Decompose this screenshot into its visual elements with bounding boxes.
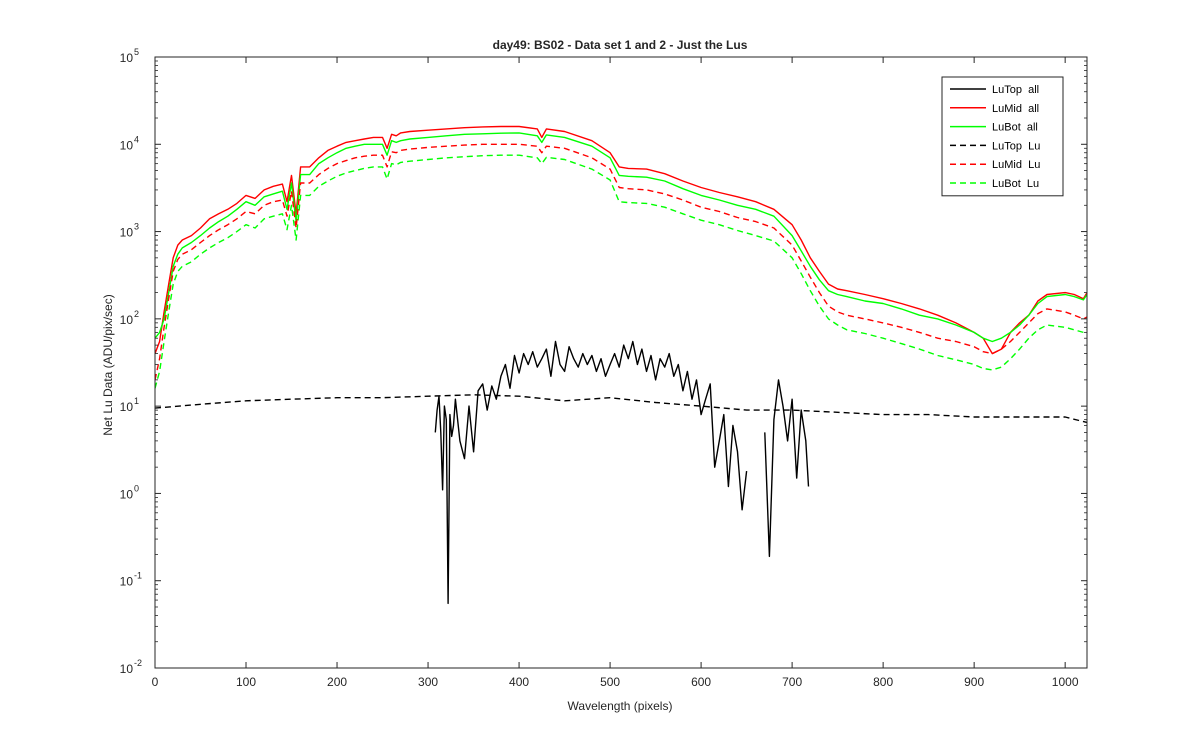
series-line-1	[434, 340, 810, 605]
x-tick-label: 300	[418, 675, 438, 689]
y-tick-label-base: 10	[120, 487, 134, 501]
y-tick-label-exponent: -2	[134, 658, 142, 668]
y-tick-label-exponent: 1	[134, 396, 139, 406]
y-tick-label-base: 10	[120, 662, 134, 676]
y-tick-label-exponent: -1	[134, 571, 142, 581]
legend-label: LuBot all	[992, 122, 1038, 134]
x-tick-label: 0	[152, 675, 159, 689]
legend-label: LuMid all	[992, 103, 1039, 115]
x-tick-label: 200	[327, 675, 347, 689]
y-tick-label-exponent: 4	[134, 134, 139, 144]
y-tick-label-exponent: 5	[134, 47, 139, 57]
plot-background	[155, 57, 1087, 668]
legend: LuTop all LuMid all LuBot all LuTop Lu LuMid…	[941, 76, 1064, 197]
legend-label: LuTop all	[992, 84, 1039, 96]
y-tick-label-base: 10	[120, 575, 134, 589]
y-tick-label-exponent: 2	[134, 309, 139, 319]
y-tick-label-base: 10	[120, 400, 134, 414]
x-tick-label: 500	[600, 675, 620, 689]
axes-box	[154, 56, 1088, 669]
x-axis-label: Wavelength (pixels)	[568, 699, 673, 713]
series-line-3	[155, 132, 1087, 343]
x-tick-label: 900	[964, 675, 984, 689]
y-tick-label-base: 10	[120, 138, 134, 152]
plot-area	[154, 56, 1088, 669]
series-line-2	[155, 125, 1087, 355]
x-tick-label: 1000	[1052, 675, 1079, 689]
series-group	[155, 125, 1087, 605]
x-axis: 0 100 200 300 400 500 600 700 800 900 1000	[152, 57, 1079, 689]
y-axis-label: Net Lu Data (ADU/pix/sec)	[101, 294, 115, 435]
x-tick-label: 800	[873, 675, 893, 689]
legend-label: LuBot Lu	[992, 178, 1039, 190]
y-tick-label-base: 10	[120, 313, 134, 327]
x-tick-label: 400	[509, 675, 529, 689]
x-tick-label: 100	[236, 675, 256, 689]
x-tick-label: 700	[782, 675, 802, 689]
legend-box	[941, 76, 1064, 197]
x-tick-label: 600	[691, 675, 711, 689]
legend-label: LuMid Lu	[992, 159, 1040, 171]
y-tick-label-exponent: 3	[134, 222, 139, 232]
y-tick-label-exponent: 0	[134, 483, 139, 493]
chart-title: day49: BS02 - Data set 1 and 2 - Just th…	[493, 38, 748, 52]
series-line-6	[155, 154, 1087, 389]
legend-label: LuTop Lu	[992, 140, 1040, 152]
y-tick-label-base: 10	[120, 226, 134, 240]
y-tick-label-base: 10	[120, 51, 134, 65]
series-line-5	[155, 143, 1087, 381]
